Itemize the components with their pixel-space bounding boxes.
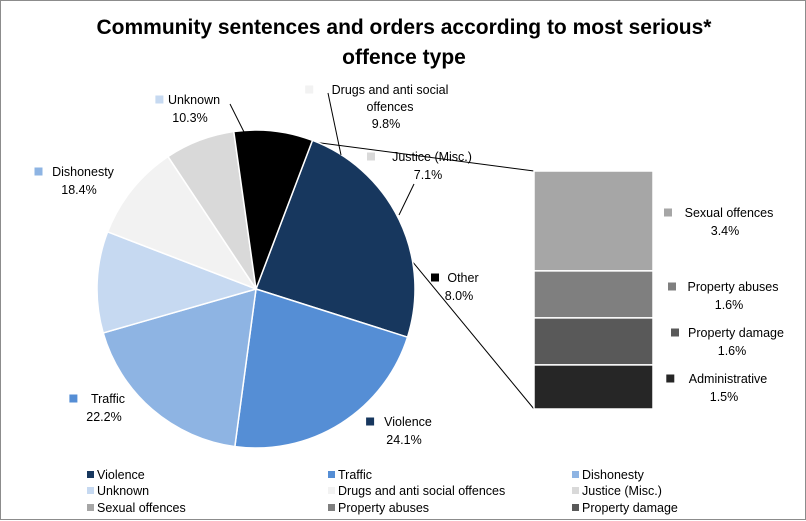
data-label-drugs-and-anti-social-offences: Drugs and anti social offences 9.8% bbox=[305, 83, 449, 131]
legend-label-property-abuses: Property abuses bbox=[338, 501, 429, 515]
chart-legend: Violence Traffic Dishonesty Unknown Drugs an… bbox=[87, 468, 678, 515]
data-label-unknown: Unknown 10.3% bbox=[155, 93, 220, 125]
legend-swatch-property-damage bbox=[572, 504, 579, 511]
leader-lines bbox=[229, 92, 415, 216]
data-label-marker-administrative bbox=[666, 374, 675, 383]
legend-item-property-damage: Property damage bbox=[572, 501, 678, 515]
data-label-value-justice-misc: 7.1% bbox=[414, 168, 443, 182]
data-label-value-other: 8.0% bbox=[445, 289, 474, 303]
data-label-justice-misc: Justice (Misc.) 7.1% bbox=[367, 150, 472, 182]
data-label-name-property-abuses: Property abuses bbox=[687, 280, 778, 294]
data-label-name-drugs-and-anti-social-offences-2: offences bbox=[366, 100, 413, 114]
data-label-marker-violence bbox=[366, 417, 375, 426]
legend-swatch-drugs-and-anti-social-offences bbox=[328, 487, 335, 494]
pie-slices bbox=[96, 129, 416, 449]
leader-line-drugs-and-anti-social-offences bbox=[327, 92, 342, 156]
chart-title-line-1: Community sentences and orders according… bbox=[97, 16, 713, 39]
data-label-name-unknown: Unknown bbox=[168, 93, 220, 107]
data-label-marker-property-damage bbox=[671, 328, 679, 337]
legend-item-violence: Violence bbox=[87, 468, 145, 482]
data-label-administrative: Administrative 1.5% bbox=[666, 372, 768, 404]
legend-label-drugs-and-anti-social-offences: Drugs and anti social offences bbox=[338, 484, 505, 498]
legend-item-property-abuses: Property abuses bbox=[328, 501, 429, 515]
legend-swatch-sexual-offences bbox=[87, 504, 94, 511]
data-label-value-dishonesty: 18.4% bbox=[61, 183, 96, 197]
chart-title-line-2: offence type bbox=[342, 46, 466, 69]
chart-title: Community sentences and orders according… bbox=[97, 16, 713, 69]
pie-slice-unknown bbox=[96, 230, 259, 334]
data-label-marker-property-abuses bbox=[668, 282, 676, 291]
data-label-marker-sexual-offences bbox=[664, 208, 672, 217]
data-label-name-dishonesty: Dishonesty bbox=[52, 165, 115, 179]
bar-segment-property-damage bbox=[533, 317, 654, 366]
legend-item-drugs-and-anti-social-offences: Drugs and anti social offences bbox=[328, 484, 505, 498]
data-label-marker-unknown bbox=[155, 95, 164, 104]
data-label-value-sexual-offences: 3.4% bbox=[711, 224, 740, 238]
data-label-property-damage: Property damage 1.6% bbox=[671, 326, 784, 358]
legend-label-dishonesty: Dishonesty bbox=[582, 468, 645, 482]
data-label-dishonesty: Dishonesty 18.4% bbox=[34, 165, 115, 197]
data-label-name-other: Other bbox=[447, 271, 478, 285]
data-label-marker-justice-misc bbox=[367, 152, 375, 161]
legend-swatch-justice-misc bbox=[572, 487, 579, 494]
breakdown-bar bbox=[533, 170, 654, 410]
data-label-value-traffic: 22.2% bbox=[86, 410, 121, 424]
legend-swatch-property-abuses bbox=[328, 504, 335, 511]
data-labels: Violence 24.1% Traffic 22.2% Dishonesty 18.4%… bbox=[34, 83, 784, 447]
data-label-marker-other bbox=[431, 273, 439, 282]
data-label-violence: Violence 24.1% bbox=[366, 415, 432, 447]
legend-label-traffic: Traffic bbox=[338, 468, 372, 482]
legend-item-sexual-offences: Sexual offences bbox=[87, 501, 186, 515]
data-label-other: Other 8.0% bbox=[431, 271, 479, 303]
legend-swatch-violence bbox=[87, 471, 94, 478]
legend-item-unknown: Unknown bbox=[87, 484, 149, 498]
legend-item-justice-misc: Justice (Misc.) bbox=[572, 484, 662, 498]
data-label-traffic: Traffic 22.2% bbox=[69, 392, 125, 424]
legend-label-violence: Violence bbox=[97, 468, 145, 482]
data-label-name-traffic: Traffic bbox=[91, 392, 125, 406]
data-label-value-violence: 24.1% bbox=[386, 433, 421, 447]
legend-label-property-damage: Property damage bbox=[582, 501, 678, 515]
bar-segment-administrative bbox=[533, 364, 654, 410]
data-label-property-abuses: Property abuses 1.6% bbox=[668, 280, 779, 312]
legend-label-justice-misc: Justice (Misc.) bbox=[582, 484, 662, 498]
legend-item-traffic: Traffic bbox=[328, 468, 372, 482]
leader-line-unknown bbox=[229, 103, 245, 133]
legend-swatch-dishonesty bbox=[572, 471, 579, 478]
legend-item-dishonesty: Dishonesty bbox=[572, 468, 645, 482]
leader-line-justice-misc bbox=[398, 183, 415, 216]
pie-slice-dishonesty bbox=[102, 287, 257, 448]
data-label-value-administrative: 1.5% bbox=[710, 390, 739, 404]
pie-slice-other bbox=[232, 129, 314, 290]
data-label-name-administrative: Administrative bbox=[689, 372, 768, 386]
data-label-sexual-offences: Sexual offences 3.4% bbox=[664, 206, 774, 238]
data-label-value-unknown: 10.3% bbox=[172, 111, 207, 125]
data-label-name-violence: Violence bbox=[384, 415, 432, 429]
data-label-name-sexual-offences: Sexual offences bbox=[685, 206, 774, 220]
data-label-value-property-abuses: 1.6% bbox=[715, 298, 744, 312]
data-label-marker-dishonesty bbox=[34, 167, 43, 176]
data-label-name-justice-misc: Justice (Misc.) bbox=[392, 150, 472, 164]
data-label-marker-traffic bbox=[69, 394, 78, 403]
bar-segment-property-abuses bbox=[533, 270, 654, 319]
data-label-value-property-damage: 1.6% bbox=[718, 344, 747, 358]
data-label-marker-drugs-and-anti-social-offences bbox=[305, 85, 314, 94]
legend-swatch-traffic bbox=[328, 471, 335, 478]
data-label-value-drugs-and-anti-social-offences: 9.8% bbox=[372, 117, 401, 131]
data-label-name-property-damage: Property damage bbox=[688, 326, 784, 340]
legend-label-sexual-offences: Sexual offences bbox=[97, 501, 186, 515]
pie-slice-traffic bbox=[233, 288, 409, 449]
bar-segment-sexual-offences bbox=[533, 170, 654, 272]
data-label-name-drugs-and-anti-social-offences-1: Drugs and anti social bbox=[332, 83, 449, 97]
legend-swatch-unknown bbox=[87, 487, 94, 494]
pie-slice-drugs-and-anti-social-offences bbox=[106, 155, 258, 291]
pie-slice-violence bbox=[255, 139, 416, 339]
legend-label-unknown: Unknown bbox=[97, 484, 149, 498]
